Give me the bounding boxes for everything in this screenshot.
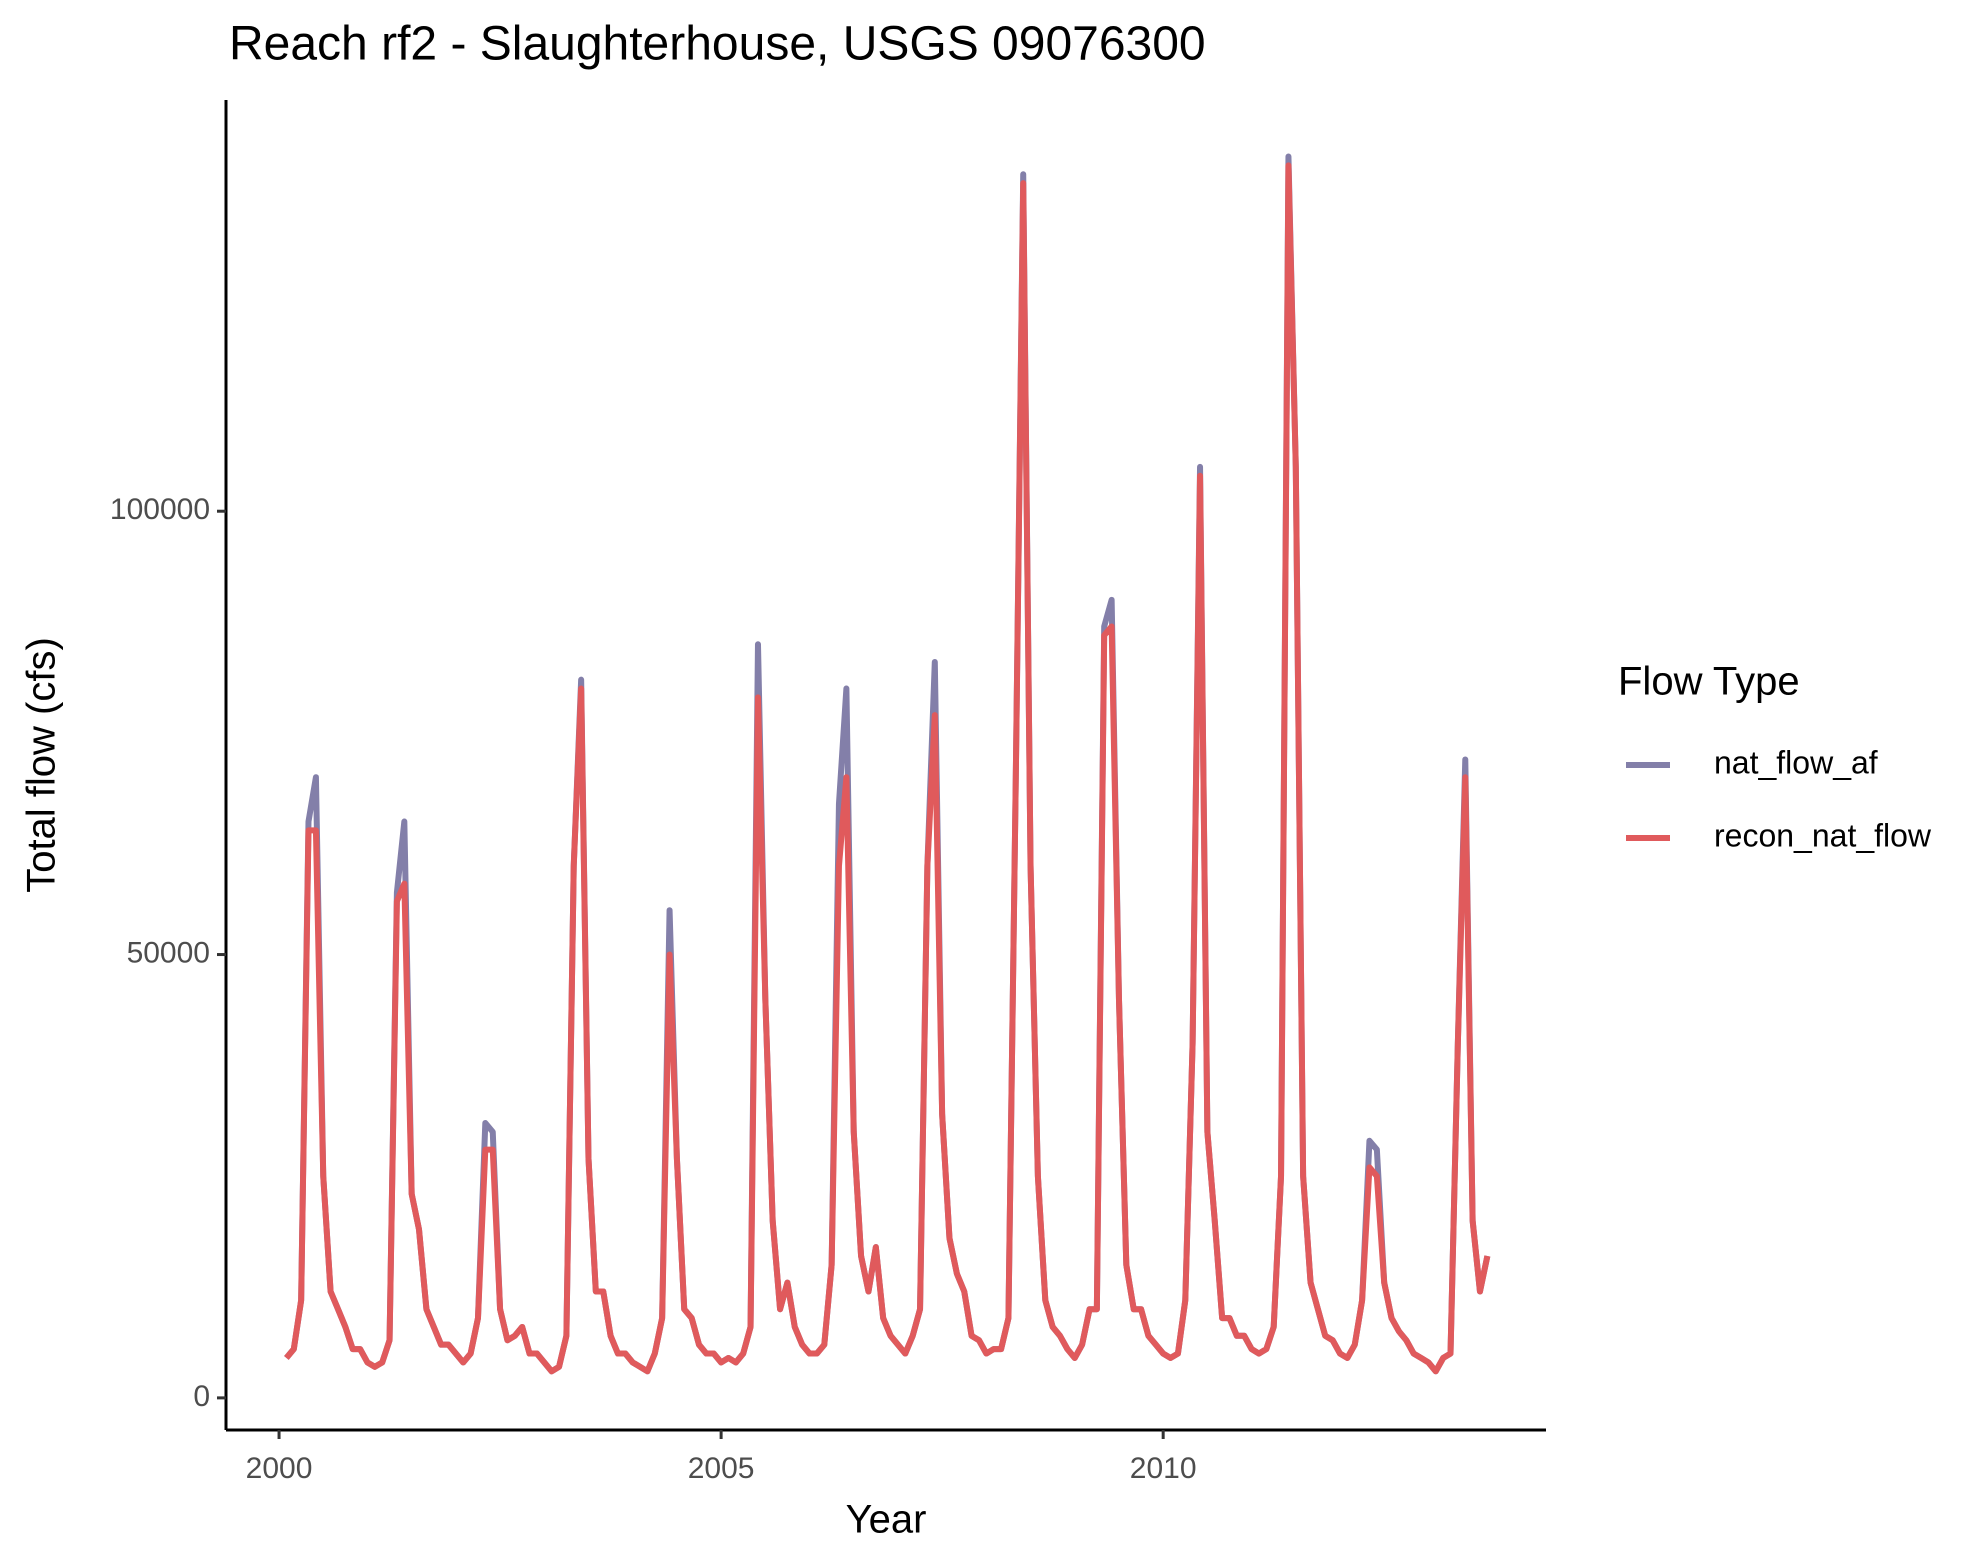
chart-title: Reach rf2 - Slaughterhouse, USGS 0907630… — [229, 18, 1206, 71]
y-tick-label: 50000 — [127, 936, 210, 969]
x-axis-title: Year — [846, 1498, 927, 1542]
legend-title: Flow Type — [1618, 660, 1800, 704]
x-tick-label: 2005 — [688, 1452, 755, 1485]
legend-label: nat_flow_af — [1714, 744, 1878, 780]
series-line — [284, 162, 1491, 1375]
x-tick-label: 2010 — [1130, 1452, 1197, 1485]
y-axis-title: Total flow (cfs) — [20, 637, 64, 893]
y-tick-label: 100000 — [110, 493, 210, 526]
legend-label: recon_nat_flow — [1714, 817, 1932, 853]
x-tick-label: 2000 — [246, 1452, 313, 1485]
y-tick-label: 0 — [193, 1380, 210, 1413]
